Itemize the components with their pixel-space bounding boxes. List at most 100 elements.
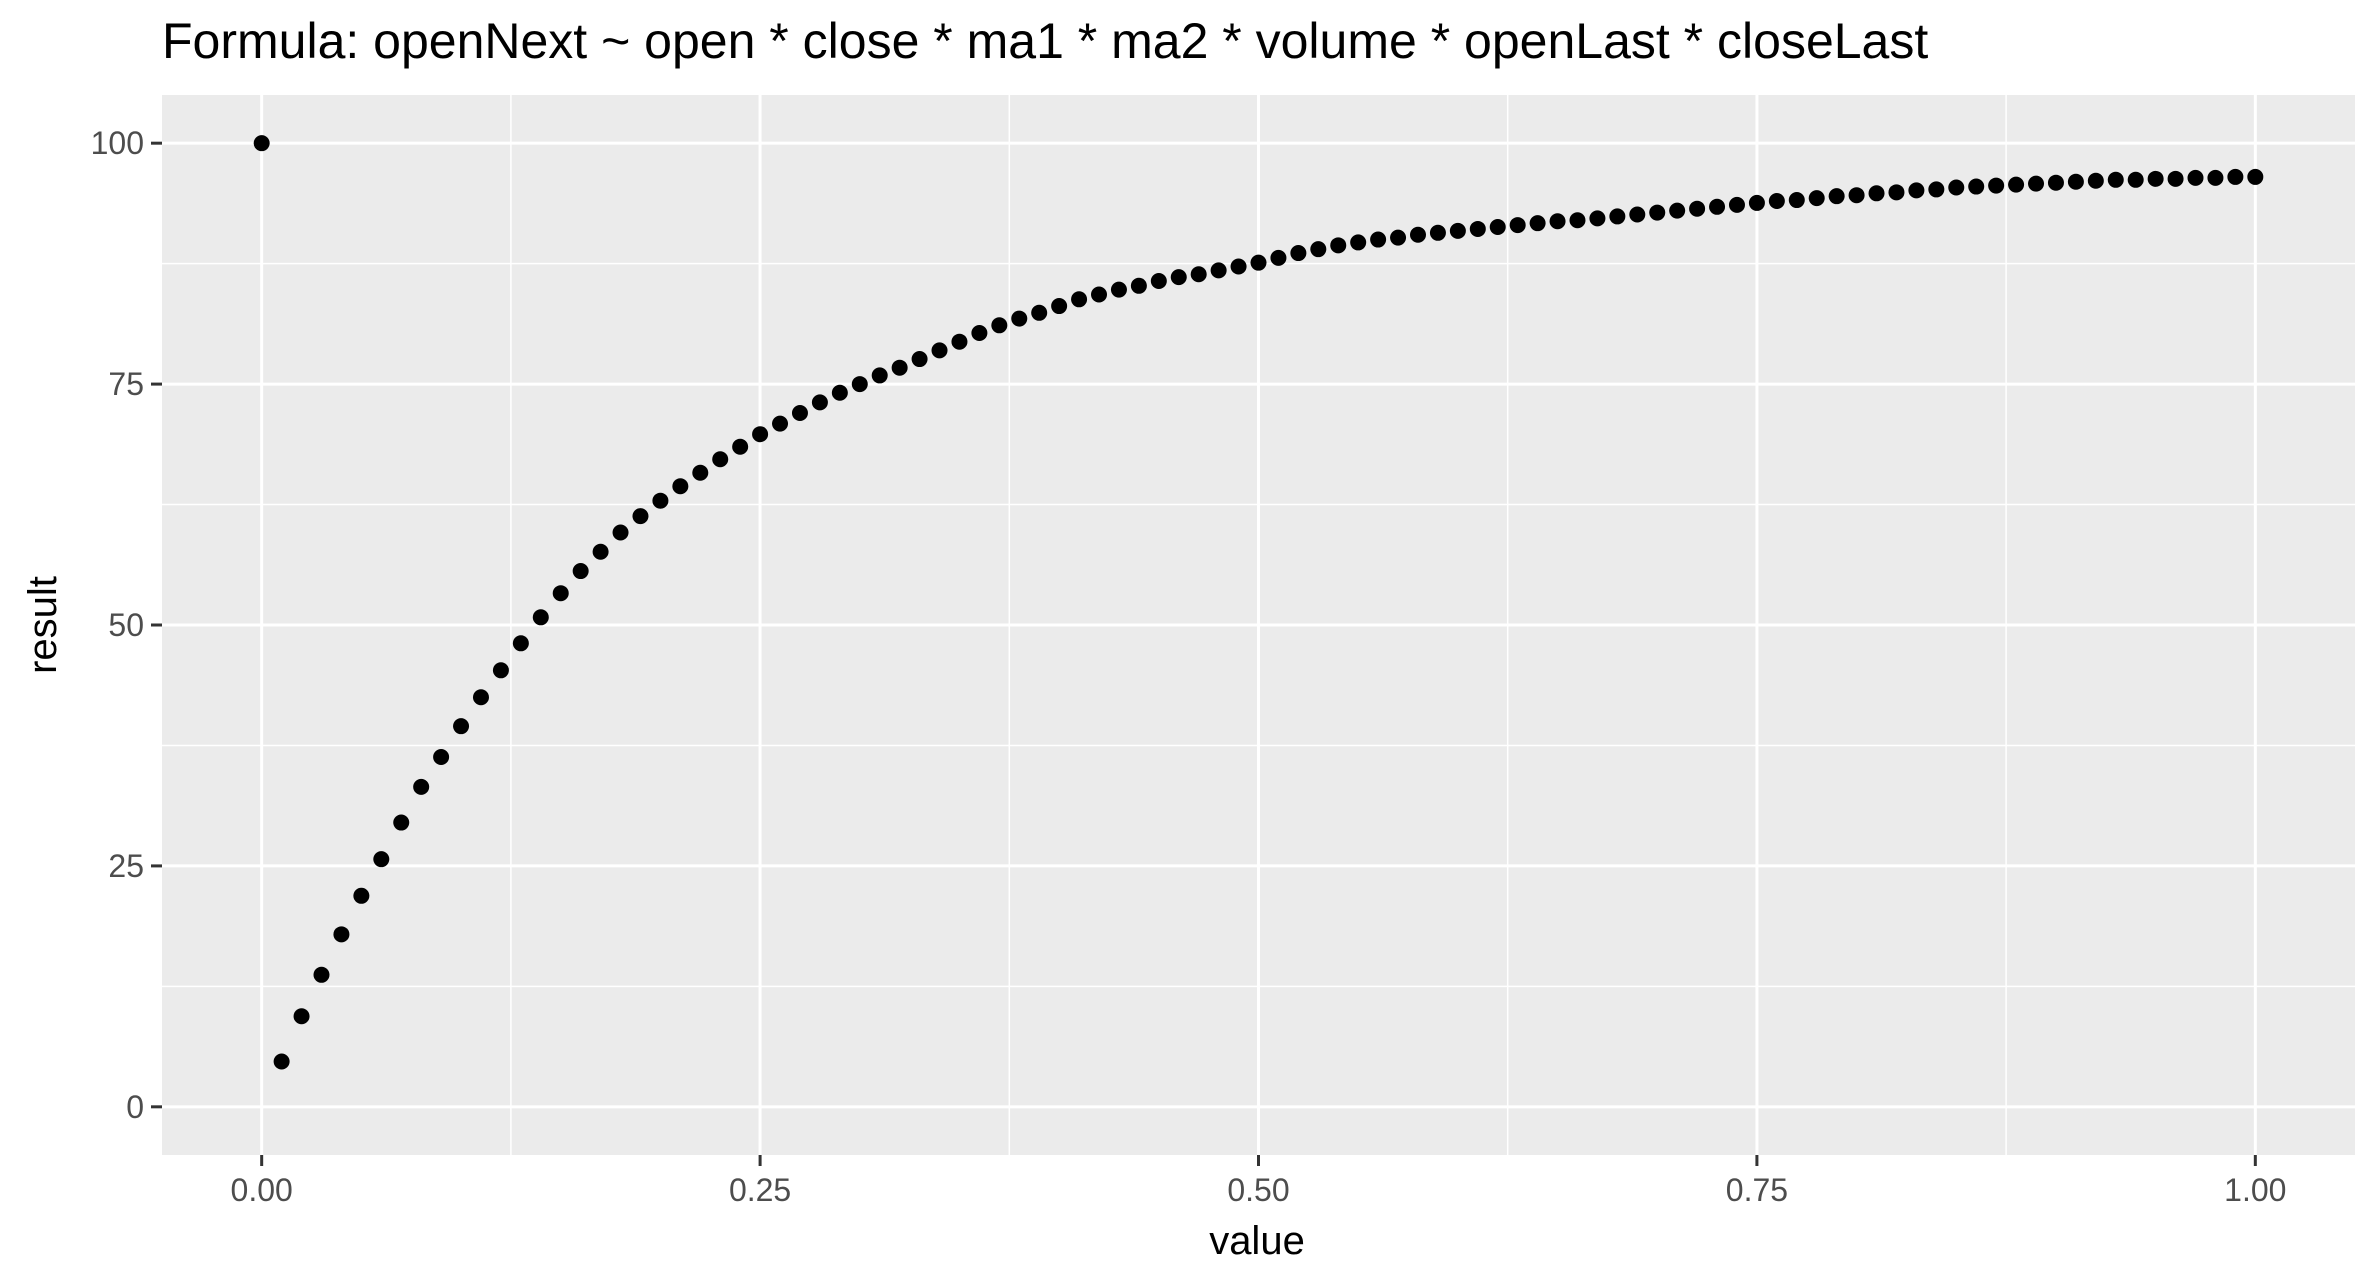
- data-point: [1828, 188, 1845, 205]
- data-point: [2107, 171, 2124, 188]
- data-point: [891, 359, 908, 376]
- y-tick-label: 75: [108, 366, 144, 402]
- data-point: [413, 778, 430, 795]
- data-point: [453, 718, 470, 735]
- data-point: [851, 376, 868, 393]
- data-point: [1290, 245, 1307, 262]
- data-point: [732, 438, 749, 455]
- data-point: [1031, 304, 1048, 321]
- data-point: [1170, 269, 1187, 286]
- data-point: [1449, 222, 1466, 239]
- data-point: [1011, 310, 1028, 327]
- data-point: [1409, 226, 1426, 243]
- data-point: [2167, 170, 2184, 187]
- data-point: [2047, 174, 2064, 191]
- data-point: [313, 966, 330, 983]
- data-point: [1888, 184, 1905, 201]
- data-point: [1130, 277, 1147, 294]
- data-point: [1091, 286, 1108, 303]
- data-point: [2008, 176, 2025, 193]
- data-point: [1429, 224, 1446, 241]
- data-point: [931, 342, 948, 359]
- x-tick-label: 0.75: [1726, 1172, 1788, 1208]
- data-point: [1390, 229, 1407, 246]
- data-point: [512, 635, 529, 652]
- data-point: [1988, 177, 2005, 194]
- data-point: [1908, 182, 1925, 199]
- y-tick-label: 0: [126, 1089, 144, 1125]
- data-point: [293, 1008, 310, 1025]
- x-tick-label: 0.25: [729, 1172, 791, 1208]
- data-point: [632, 508, 649, 525]
- data-point: [2147, 170, 2164, 187]
- data-point: [1469, 220, 1486, 237]
- data-point: [1968, 178, 1985, 195]
- data-point: [2207, 169, 2224, 186]
- x-tick-label: 1.00: [2224, 1172, 2286, 1208]
- data-point: [2227, 168, 2244, 185]
- data-point: [373, 851, 390, 868]
- data-point: [532, 609, 549, 626]
- data-point: [333, 926, 350, 943]
- data-point: [811, 394, 828, 411]
- data-point: [1350, 234, 1367, 251]
- x-axis-ticks: 0.00 0.25 0.50 0.75 1.00: [231, 1155, 2286, 1208]
- chart-title: Formula: openNext ~ open * close * ma1 *…: [162, 13, 1928, 69]
- data-point: [1689, 200, 1706, 217]
- data-point: [951, 333, 968, 350]
- data-point: [1489, 219, 1506, 236]
- data-point: [2127, 171, 2144, 188]
- data-point: [393, 814, 410, 831]
- data-point: [752, 426, 769, 443]
- data-point: [2187, 169, 2204, 186]
- data-point: [353, 887, 370, 904]
- data-point: [1808, 190, 1825, 207]
- data-point: [2028, 175, 2045, 192]
- data-point: [1190, 266, 1207, 283]
- data-point: [592, 543, 609, 560]
- y-tick-label: 50: [108, 607, 144, 643]
- data-point: [612, 524, 629, 541]
- data-point: [991, 317, 1008, 334]
- data-point: [253, 135, 270, 152]
- data-point: [273, 1053, 290, 1070]
- data-point: [1270, 249, 1287, 266]
- data-point: [652, 492, 669, 509]
- data-point: [831, 384, 848, 401]
- data-point: [712, 451, 729, 468]
- data-point: [1509, 217, 1526, 234]
- data-point: [1709, 198, 1726, 215]
- data-point: [1051, 298, 1068, 315]
- data-point: [2067, 173, 2084, 190]
- data-point: [1928, 181, 1945, 198]
- data-point: [1150, 272, 1167, 289]
- data-point: [911, 351, 928, 368]
- data-point: [772, 415, 789, 432]
- data-point: [1250, 254, 1267, 271]
- data-point: [1210, 262, 1227, 279]
- y-tick-label: 25: [108, 848, 144, 884]
- data-point: [1370, 231, 1387, 248]
- data-point: [1589, 210, 1606, 227]
- data-point: [1110, 281, 1127, 298]
- data-point: [572, 563, 589, 580]
- data-points: [253, 135, 2264, 1070]
- data-point: [1529, 215, 1546, 232]
- data-point: [1330, 237, 1347, 254]
- data-point: [552, 585, 569, 602]
- data-point: [1549, 213, 1566, 230]
- data-point: [692, 464, 709, 481]
- x-tick-label: 0.50: [1227, 1172, 1289, 1208]
- data-point: [971, 325, 988, 342]
- data-point: [1609, 208, 1626, 225]
- y-tick-label: 100: [91, 125, 144, 161]
- data-point: [1768, 193, 1785, 209]
- data-point: [1230, 258, 1247, 275]
- data-point: [1728, 196, 1745, 213]
- data-point: [433, 749, 450, 766]
- data-point: [1788, 192, 1805, 209]
- y-axis-title: result: [21, 576, 65, 674]
- data-point: [2247, 168, 2264, 185]
- data-point: [1868, 185, 1885, 202]
